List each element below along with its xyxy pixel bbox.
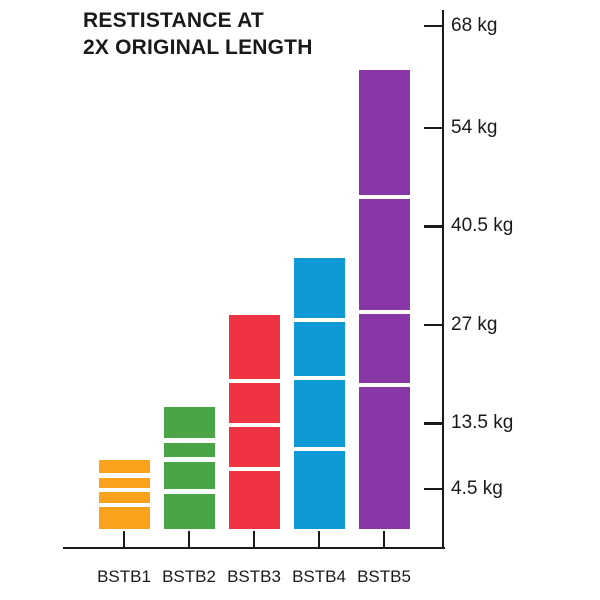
chart-title-line1: RESTISTANCE AT [83,9,264,32]
bar-segment-divider [98,487,150,493]
bar-segment-divider [228,378,280,384]
y-axis-tick [424,488,442,491]
y-axis-tick-label: 27 kg [451,313,498,335]
x-axis-label: BSTB4 [292,567,346,586]
y-axis-tick-label: 40.5 kg [451,215,514,237]
bar-segment-divider [163,438,215,443]
x-axis-tick [252,531,256,549]
y-axis-tick-label: 13.5 kg [451,412,514,434]
bar-segment-divider [293,375,345,381]
bar-segment-divider [358,194,410,200]
chart-title: RESTISTANCE AT 2X ORIGINAL LENGTH [83,7,313,61]
bar-segment-divider [358,382,410,388]
bar-segment-divider [163,457,215,462]
bar-bstb3 [228,314,280,529]
bar-segment-divider [293,446,345,452]
x-axis-tick [187,531,191,549]
x-axis-label: BSTB1 [97,567,151,586]
x-axis-tick [317,531,321,549]
bar-segment-divider [163,489,215,494]
bar-bstb1 [98,459,150,529]
bar-bstb4 [293,257,345,529]
y-axis-tick [424,24,442,27]
bar-bstb2 [163,406,215,529]
x-axis-tick [382,531,386,549]
chart-title-line2: 2X ORIGINAL LENGTH [83,36,313,59]
y-axis-tick [424,422,442,425]
x-axis-tick [122,531,126,549]
bar-segment-divider [358,309,410,315]
y-axis-tick [424,225,442,228]
y-axis-tick-label: 68 kg [451,14,498,36]
y-axis-tick-label: 54 kg [451,116,498,138]
x-axis-label: BSTB3 [227,567,281,586]
bar-segment-divider [228,422,280,428]
y-axis-tick-label: 4.5 kg [451,478,503,500]
x-axis-label: BSTB2 [162,567,216,586]
y-axis-tick [424,126,442,129]
x-axis-label: BSTB5 [357,567,411,586]
bar-bstb5 [358,70,410,529]
bar-segment-divider [98,473,150,478]
bar-segment-divider [228,466,280,471]
y-axis-line [442,10,445,549]
bar-segment-divider [293,317,345,323]
y-axis-tick [424,323,442,327]
bar-segment-divider [98,502,150,508]
